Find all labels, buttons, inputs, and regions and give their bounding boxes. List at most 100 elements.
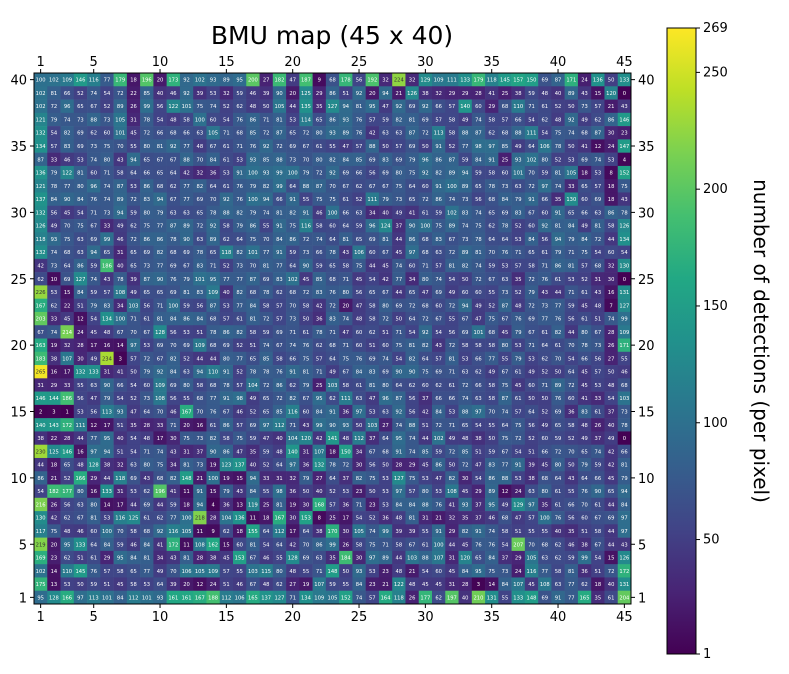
heatmap-cell	[524, 351, 539, 366]
cell-value-label: 65	[356, 237, 363, 243]
cell-value-label: 52	[488, 303, 495, 309]
cell-value-label: 66	[475, 383, 482, 389]
cell-value-label: 65	[475, 184, 482, 190]
cell-value-label: 71	[541, 383, 548, 389]
cell-value-label: 73	[581, 104, 588, 110]
heatmap-cell	[113, 298, 128, 313]
cell-value-label: 102	[527, 157, 537, 163]
cell-value-label: 89	[462, 250, 469, 256]
cell-value-label: 79	[250, 210, 257, 216]
cell-value-label: 22	[51, 436, 58, 442]
cell-value-label: 0	[623, 436, 626, 442]
heatmap-cell	[153, 298, 167, 313]
cell-value-label: 35	[541, 502, 548, 508]
cell-value-label: 112	[221, 595, 231, 601]
cell-value-label: 84	[568, 224, 575, 230]
cell-value-label: 55	[541, 529, 548, 535]
heatmap-cell	[312, 192, 327, 207]
cell-value-label: 76	[250, 144, 257, 150]
cell-value-label: 89	[449, 171, 456, 177]
cell-value-label: 75	[143, 224, 150, 230]
cell-value-label: 90	[276, 91, 283, 97]
cell-value-label: 56	[409, 410, 416, 416]
heatmap-cell	[524, 325, 539, 339]
cell-value-label: 26	[342, 542, 349, 548]
cell-value-label: 61	[303, 330, 310, 336]
cell-value-label: 91	[528, 197, 535, 203]
cell-value-label: 17	[157, 436, 164, 442]
cell-value-label: 72	[515, 436, 522, 442]
cell-value-label: 64	[157, 582, 164, 588]
cell-value-label: 100	[540, 516, 550, 522]
heatmap-cell	[87, 179, 101, 193]
cell-value-label: 54	[51, 131, 58, 137]
cell-value-label: 81	[409, 516, 416, 522]
cell-value-label: 140	[288, 449, 298, 455]
heatmap-cell	[219, 152, 234, 167]
heatmap-cell	[113, 126, 128, 140]
cell-value-label: 72	[342, 463, 349, 469]
cell-value-label: 90	[409, 370, 416, 376]
cell-value-label: 116	[527, 569, 537, 575]
heatmap-cell	[365, 311, 380, 326]
cell-value-label: 91	[276, 224, 283, 230]
cell-value-label: 132	[36, 131, 46, 137]
cell-value-label: 28	[608, 330, 615, 336]
cell-value-label: 69	[396, 303, 403, 309]
heatmap-cell	[458, 272, 473, 286]
heatmap-cell	[445, 391, 459, 406]
cell-value-label: 26	[409, 595, 416, 601]
cell-value-label: 68	[329, 277, 336, 283]
cell-value-label: 93	[210, 78, 217, 84]
cell-value-label: 73	[462, 237, 469, 243]
cell-value-label: 71	[449, 423, 456, 429]
cell-value-label: 53	[502, 263, 509, 269]
cell-value-label: 53	[422, 476, 429, 482]
heatmap-cell	[418, 126, 433, 140]
cell-value-label: 71	[568, 250, 575, 256]
cell-value-label: 61	[595, 410, 602, 416]
heatmap-cell	[538, 219, 552, 233]
heatmap-cell	[87, 272, 101, 286]
cell-value-label: 69	[183, 250, 190, 256]
cell-value-label: 89	[223, 78, 230, 84]
cell-value-label: 88	[409, 423, 416, 429]
cell-value-label: 8	[318, 516, 321, 522]
heatmap-cell	[140, 86, 154, 100]
cell-value-label: 58	[449, 131, 456, 137]
cell-value-label: 45	[223, 556, 230, 562]
heatmap-cell	[604, 192, 619, 207]
heatmap-cell	[498, 418, 512, 432]
cell-value-label: 57	[236, 423, 243, 429]
cell-value-label: 40	[555, 91, 562, 97]
cell-value-label: 50	[303, 317, 310, 323]
cell-value-label: 106	[182, 569, 192, 575]
cell-value-label: 113	[89, 595, 99, 601]
cell-value-label: 61	[515, 396, 522, 402]
heatmap-cell	[604, 165, 619, 180]
heatmap-cell	[325, 378, 340, 392]
heatmap-cell	[418, 272, 433, 286]
heatmap-cell	[392, 338, 406, 353]
cell-value-label: 71	[236, 144, 243, 150]
cell-value-label: 93	[157, 595, 164, 601]
cell-value-label: 167	[274, 516, 284, 522]
x-tick-label-top: 45	[616, 55, 633, 70]
heatmap-cell	[153, 205, 167, 220]
cell-value-label: 91	[515, 463, 522, 469]
cell-value-label: 51	[595, 317, 602, 323]
cell-value-label: 84	[170, 317, 177, 323]
cell-value-label: 60	[541, 436, 548, 442]
cell-value-label: 97	[475, 410, 482, 416]
heatmap-cell	[405, 152, 420, 167]
heatmap-cell	[179, 165, 194, 180]
cell-value-label: 45	[90, 330, 97, 336]
cell-value-label: 42	[422, 410, 429, 416]
cell-value-label: 77	[276, 263, 283, 269]
cell-value-label: 30	[289, 516, 296, 522]
heatmap-cell	[166, 86, 181, 100]
cell-value-label: 127	[619, 303, 629, 309]
cell-value-label: 78	[250, 370, 257, 376]
cell-value-label: 97	[528, 502, 535, 508]
cell-value-label: 0	[623, 277, 626, 283]
